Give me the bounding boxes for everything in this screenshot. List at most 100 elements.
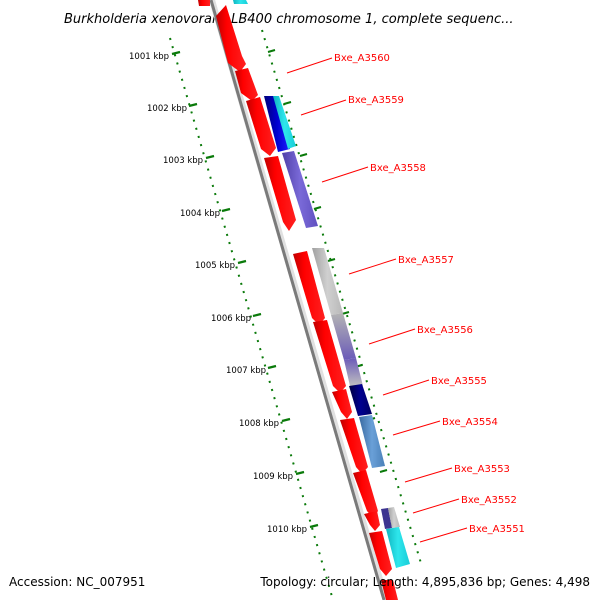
ruler-dot-outer: [316, 217, 320, 220]
ruler-dot-inner: [280, 421, 283, 424]
ruler-dot-inner: [322, 568, 326, 571]
gene-label[interactable]: Bxe_A3558: [370, 163, 426, 174]
gray-gene-block[interactable]: [312, 248, 343, 315]
ruler-dot-inner: [285, 437, 288, 441]
ruler-dot-inner: [270, 388, 274, 392]
ruler-dot-inner: [275, 405, 279, 408]
ruler-dot-outer: [321, 233, 325, 236]
kbp-label: 1006 kbp: [211, 314, 251, 324]
ruler-dot-inner: [221, 217, 224, 220]
kbp-tick: [309, 523, 319, 529]
ruler-dot-inner: [176, 62, 179, 65]
cds-arrow[interactable]: [264, 156, 296, 231]
ruler-dot-outer: [372, 404, 376, 407]
cyan-gene-block[interactable]: [386, 527, 410, 568]
kbp-ruler: 1001 kbp 1002 kbp 1003 kbp 1004 kbp 1005…: [129, 50, 319, 535]
cds-arrow[interactable]: [353, 470, 378, 518]
ruler-dot-inner: [247, 307, 250, 310]
backbone: [209, 0, 389, 600]
slate-gray-gene-block[interactable]: [344, 358, 363, 386]
map-title: Burkholderia xenovorans LB400 chromosome…: [64, 12, 514, 27]
cds-arrow[interactable]: [293, 251, 325, 325]
cds-arrow[interactable]: [216, 5, 246, 72]
ruler-dot-outer: [355, 347, 359, 350]
slate-gene-block[interactable]: [282, 151, 318, 228]
gene-label[interactable]: Bxe_A3555: [431, 376, 487, 387]
ruler-dot-inner: [225, 233, 229, 237]
ruler-dot-inner: [330, 592, 333, 596]
gray-gene-block[interactable]: [388, 507, 400, 528]
ruler-dot-inner: [313, 535, 316, 539]
outer-tick: [299, 153, 308, 157]
ruler-dot-inner: [306, 511, 309, 514]
cds-arrow[interactable]: [364, 511, 380, 531]
kbp-label: 1001 kbp: [129, 52, 169, 62]
ruler-dot-outer: [394, 477, 398, 481]
cds-arrow[interactable]: [332, 389, 352, 419]
ruler-dot-outer: [370, 396, 373, 399]
ruler-dot-inner: [296, 478, 300, 482]
ortholog-track: [233, 0, 410, 568]
gene-label[interactable]: Bxe_A3553: [454, 464, 510, 475]
gene-label[interactable]: Bxe_A3557: [398, 255, 454, 266]
ruler-dot-inner: [318, 552, 321, 555]
ruler-dot-inner: [277, 413, 281, 416]
ruler-dot-inner: [235, 266, 238, 269]
ruler-dot-inner: [204, 160, 208, 163]
cds-arrow[interactable]: [381, 580, 398, 600]
gene-label[interactable]: Bxe_A3554: [442, 417, 498, 428]
ruler-dot-outer: [387, 453, 390, 456]
ruler-dot-inner: [251, 323, 255, 326]
ruler-dot-outer: [304, 176, 308, 179]
gene-label[interactable]: Bxe_A3560: [334, 53, 390, 64]
ruler-dot-outer: [278, 86, 281, 90]
kbp-label: 1002 kbp: [147, 104, 187, 114]
kbp-tick: [237, 259, 247, 265]
ruler-dot-outer: [353, 339, 356, 342]
ruler-dot-outer: [309, 192, 313, 196]
ruler-dot-outer: [404, 510, 407, 513]
ruler-dot-outer: [367, 388, 371, 391]
ruler-dot-inner: [232, 258, 236, 261]
ruler-dot-inner: [256, 339, 260, 343]
blue-gene-block[interactable]: [264, 96, 290, 152]
ruler-dot-outer: [285, 111, 288, 114]
ruler-dot-outer: [263, 37, 266, 41]
gene-label[interactable]: Bxe_A3552: [461, 495, 517, 506]
cds-arrow[interactable]: [198, 0, 210, 6]
navy-gene-block[interactable]: [381, 508, 392, 529]
ruler-dot-outer: [380, 428, 383, 432]
ruler-dot-inner: [261, 356, 264, 359]
ruler-dot-inner: [311, 527, 314, 531]
cyan-gene-block[interactable]: [273, 96, 296, 149]
ruler-dot-outer: [336, 282, 339, 285]
kbp-tick: [295, 470, 305, 476]
cds-arrow[interactable]: [340, 418, 368, 474]
ruler-dot-outer: [268, 54, 271, 57]
ruler-dot-outer: [365, 379, 368, 383]
outer-tick: [313, 206, 322, 210]
ruler-dot-inner: [173, 54, 177, 57]
gene-label[interactable]: Bxe_A3556: [417, 325, 473, 336]
gene-label[interactable]: Bxe_A3559: [348, 95, 404, 106]
steel-gene-block[interactable]: [359, 415, 385, 468]
cds-arrow[interactable]: [246, 97, 276, 156]
ruler-dot-outer: [416, 551, 419, 554]
kbp-tick: [281, 417, 291, 423]
cds-arrow[interactable]: [369, 531, 392, 576]
kbp-label: 1003 kbp: [163, 156, 203, 166]
cds-arrow[interactable]: [235, 68, 258, 101]
ruler-dot-inner: [223, 225, 226, 228]
ruler-dot-outer: [331, 265, 334, 269]
ruler-dot-outer: [302, 168, 305, 171]
gray-slate-gene-block[interactable]: [331, 313, 356, 360]
ruler-dot-inner: [195, 127, 198, 130]
cds-arrow[interactable]: [313, 320, 346, 393]
gene-label[interactable]: Bxe_A3551: [469, 524, 525, 535]
ruler-dot-outer: [389, 461, 393, 464]
genome-stats-text: Topology: circular; Length: 4,895,836 bp…: [259, 575, 590, 589]
navy-gene-block[interactable]: [349, 384, 372, 416]
outer-tick: [283, 101, 292, 105]
ruler-dot-outer: [406, 518, 410, 521]
cyan-gene-block[interactable]: [233, 0, 248, 4]
